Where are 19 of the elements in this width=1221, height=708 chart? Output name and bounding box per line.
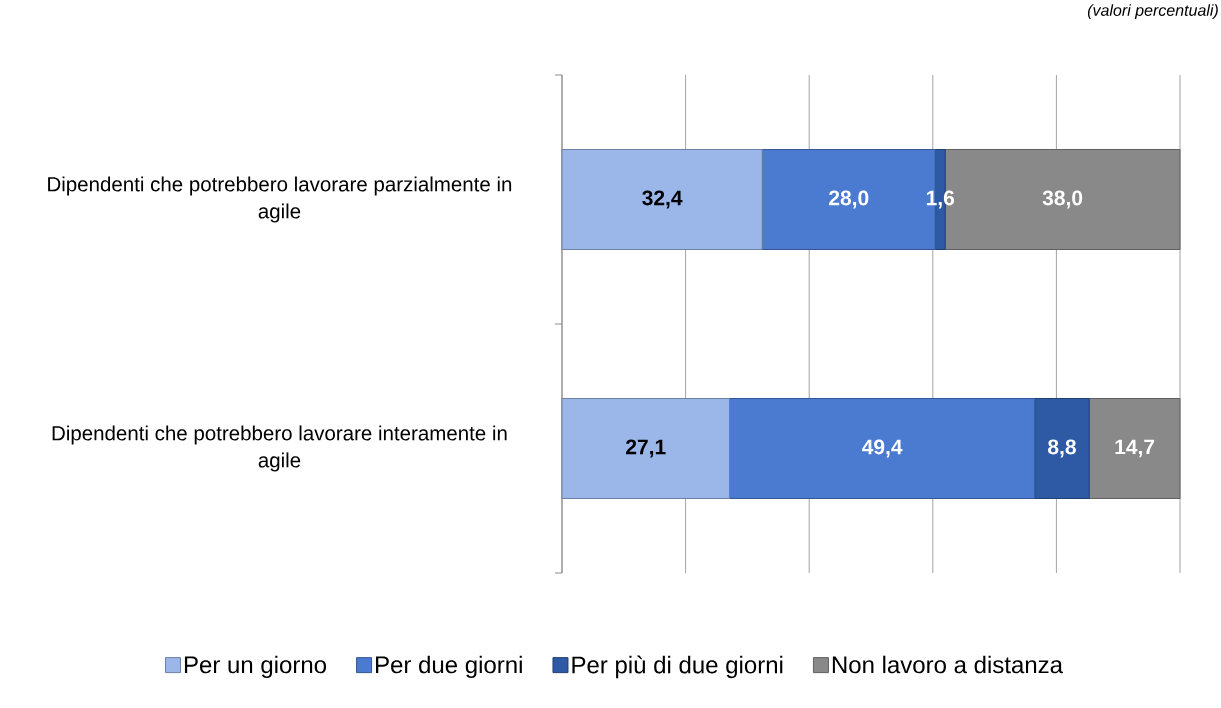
text: (valori percentuali): [1087, 4, 1218, 20]
y-tick-label: Dipendenti che potrebbero lavorare interamente in agile: [52, 425, 507, 472]
legend-label: Per due giorni: [376, 655, 522, 679]
data-label: 8,8: [1048, 439, 1076, 458]
bar: [1034, 397, 1090, 499]
legend-label: Per un giorno: [184, 655, 327, 679]
legend-label: Non lavoro a distanza: [832, 655, 1063, 674]
data-label: 38,0: [1042, 190, 1083, 209]
legend-label: Per più di due giorni: [572, 655, 783, 679]
data-label: 28,0: [829, 190, 869, 209]
data-label: 14,7: [1115, 439, 1155, 458]
bar: [728, 397, 1036, 499]
data-label: 32,4: [642, 190, 683, 209]
y-tick-label: Dipendenti che potrebbero lavorare parzialmente in agile: [48, 176, 512, 223]
data-label: 27,1: [626, 439, 666, 458]
bar: [561, 397, 730, 499]
bar: [561, 148, 763, 250]
data-label: 49,4: [862, 439, 903, 458]
data-label: 1,6: [926, 190, 955, 209]
